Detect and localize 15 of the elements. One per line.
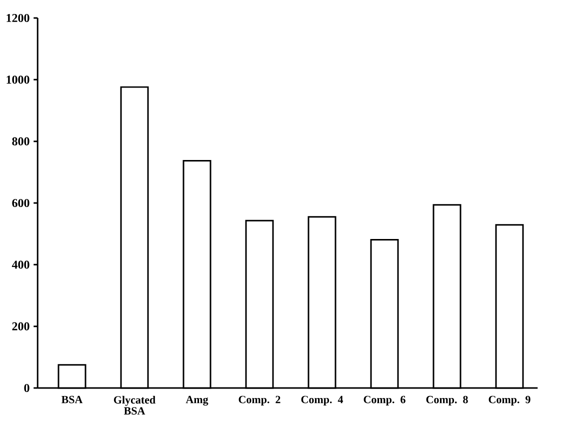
x-tick-label: Comp. 9 (488, 396, 530, 406)
x-tick-label: BSA (61, 396, 83, 404)
y-tick-label: 1000 (6, 76, 30, 84)
y-tick-label: 400 (12, 260, 30, 269)
y-tick-label: 600 (12, 198, 30, 208)
y-tick-label: 800 (12, 137, 30, 146)
x-tick-label: Comp. 2 (238, 396, 280, 406)
x-tick-label: Comp. 4 (301, 396, 344, 406)
y-tick-label: 0 (24, 384, 30, 392)
x-tick-label: Amg (186, 396, 208, 406)
x-tick-label: Comp. 6 (364, 396, 406, 406)
x-tick-label: Glycated BSA (114, 396, 156, 415)
x-tick-label: Comp. 8 (426, 396, 468, 406)
y-tick-label: 1200 (6, 14, 30, 22)
y-tick-label: 200 (12, 322, 30, 330)
